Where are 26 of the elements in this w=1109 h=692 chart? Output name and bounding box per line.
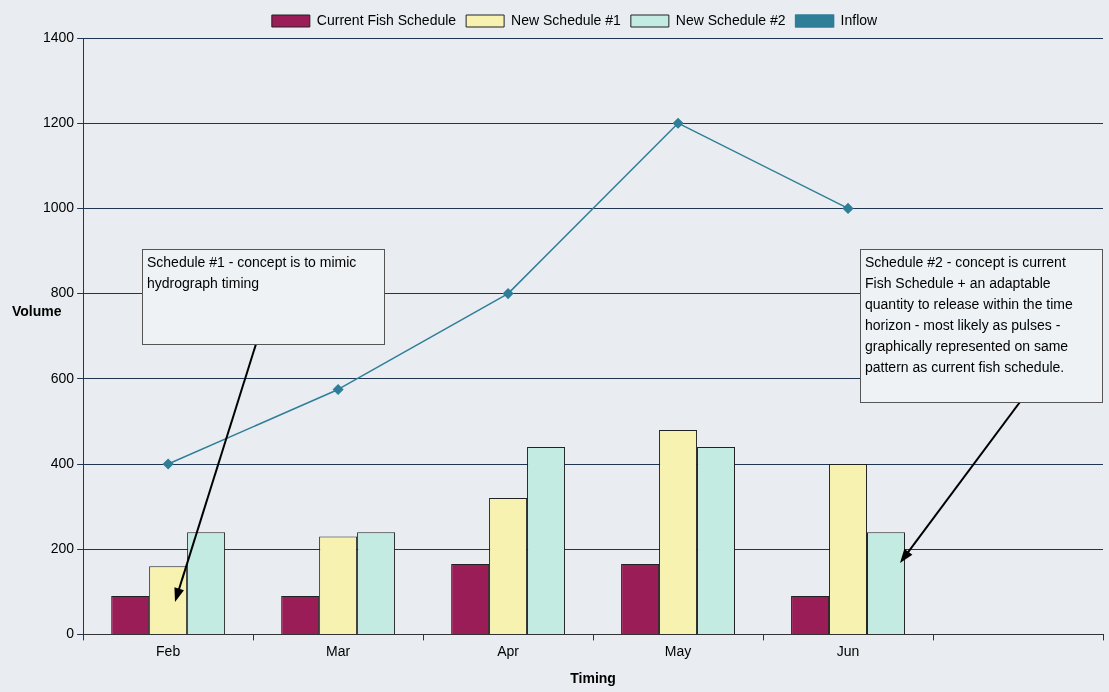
legend-label: New Schedule #1 (511, 11, 622, 28)
x-tick-label: Mar (326, 642, 351, 659)
point (162, 458, 174, 470)
x-tick-label: Apr (497, 642, 520, 659)
point (672, 117, 684, 129)
y-tick-label: 600 (50, 369, 75, 386)
point (332, 384, 344, 395)
y-tick-label: 0 (66, 625, 75, 642)
point (842, 203, 854, 214)
legend-label: Current Fish Schedule (316, 11, 457, 28)
point (502, 288, 514, 299)
y-tick-label: 800 (50, 284, 75, 301)
text-box: Schedule #1 - concept is to mimic hydrograph timing (142, 249, 385, 345)
legend-label: Inflow (840, 11, 879, 28)
x-tick-label: Feb (156, 642, 181, 659)
y-tick-label: 1200 (42, 114, 75, 131)
y-tick-label: 400 (50, 454, 75, 471)
x-axis-title: Timing (570, 670, 616, 687)
text-box: Schedule #2 - concept is current Fish Schedule + an adaptable quantity to release within the time horizon - most likely as pulses - graphically represented on same pattern as current fish schedule. (860, 249, 1103, 403)
x-tick-label: May (664, 642, 692, 659)
legend-label: New Schedule #2 (675, 11, 786, 28)
y-axis-title: Volume (12, 303, 62, 319)
x-tick-label: Jun (836, 642, 860, 659)
y-tick-label: 200 (50, 540, 75, 557)
y-tick-label: 1000 (42, 199, 75, 216)
y-tick-label: 1400 (42, 28, 75, 45)
